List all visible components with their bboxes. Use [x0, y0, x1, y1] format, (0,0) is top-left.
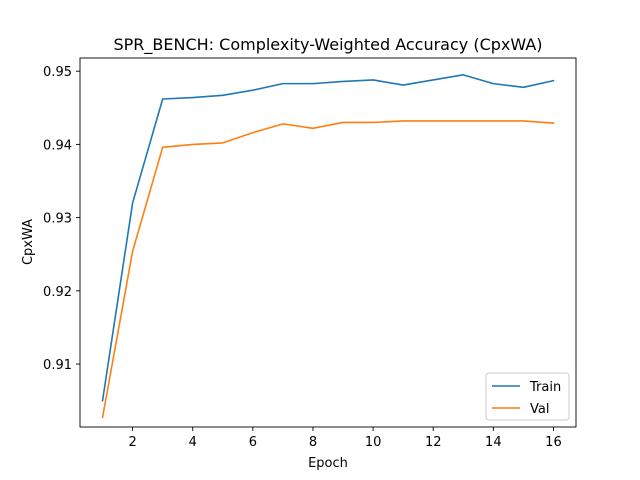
- legend-label-val: Val: [530, 402, 549, 417]
- x-tick-label: 10: [365, 435, 382, 450]
- x-tick-label: 2: [128, 435, 136, 450]
- x-tick-label: 14: [485, 435, 502, 450]
- y-tick-label: 0.93: [43, 212, 72, 227]
- y-axis: 0.91 0.92 0.93 0.94 0.95: [43, 65, 80, 373]
- y-tick-label: 0.91: [43, 358, 72, 373]
- x-tick-label: 6: [249, 435, 257, 450]
- series-lines: [101, 74, 555, 419]
- y-axis-label: CpxWA: [21, 219, 36, 265]
- series-line-train: [101, 74, 555, 402]
- series-line-val: [101, 120, 555, 419]
- y-tick-label: 0.92: [43, 285, 72, 300]
- chart-title: SPR_BENCH: Complexity-Weighted Accuracy …: [114, 35, 543, 55]
- x-axis: 2 4 6 8 10 12 14 16: [128, 427, 562, 450]
- plot-area: [79, 57, 577, 428]
- legend: Train Val: [485, 372, 570, 421]
- x-tick-label: 12: [425, 435, 442, 450]
- y-tick-label: 0.95: [43, 65, 72, 80]
- x-tick-label: 8: [309, 435, 317, 450]
- x-axis-label: Epoch: [308, 456, 348, 471]
- plot-frame: [79, 57, 577, 428]
- x-tick-label: 16: [545, 435, 562, 450]
- legend-label-train: Train: [529, 380, 561, 395]
- x-tick-label: 4: [189, 435, 197, 450]
- y-tick-label: 0.94: [43, 138, 72, 153]
